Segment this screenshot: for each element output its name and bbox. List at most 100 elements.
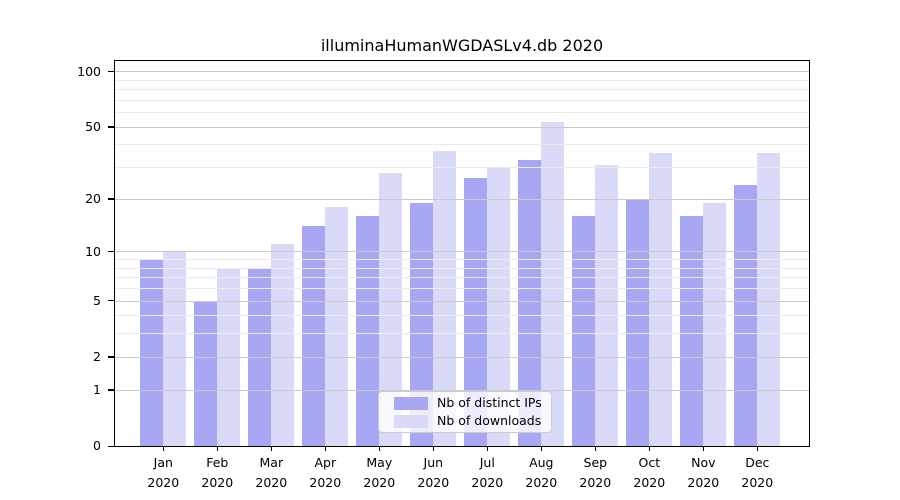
year-label: 2020 xyxy=(363,474,396,490)
month-label: Nov xyxy=(691,455,716,470)
legend-item-downloads: Nb of downloads xyxy=(394,414,551,428)
bar-downloads-jan xyxy=(163,251,186,446)
y-tick-label-5: 5 xyxy=(93,292,101,308)
year-label: 2020 xyxy=(741,474,774,490)
x-tick-mark-may xyxy=(378,446,380,451)
bar-ips-oct xyxy=(626,198,649,446)
bar-ips-may xyxy=(356,215,379,446)
y-tick-mark-5 xyxy=(108,300,115,302)
year-label: 2020 xyxy=(255,474,288,490)
gridline-minor-80 xyxy=(115,89,809,91)
month-label: Mar xyxy=(259,455,284,470)
month-label: Feb xyxy=(206,455,229,470)
bar-downloads-nov xyxy=(703,202,726,446)
gridline-major-5 xyxy=(115,300,809,302)
y-tick-label-0: 0 xyxy=(93,438,101,454)
bar-downloads-sep xyxy=(595,164,618,446)
year-label: 2020 xyxy=(579,474,612,490)
x-tick-mark-jul xyxy=(486,446,488,451)
bar-downloads-apr xyxy=(325,206,348,446)
year-label: 2020 xyxy=(309,474,342,490)
y-tick-label-20: 20 xyxy=(85,191,101,206)
gridline-major-10 xyxy=(115,251,809,253)
y-tick-label-1: 1 xyxy=(93,382,101,397)
x-tick-label-mar: Mar 2020 xyxy=(244,453,298,492)
gridline-minor-30 xyxy=(115,167,809,169)
plot-area xyxy=(114,60,810,447)
x-tick-label-jan: Jan 2020 xyxy=(136,453,190,492)
x-tick-label-feb: Feb 2020 xyxy=(190,453,244,492)
downloads-label: Nb of downloads xyxy=(437,413,542,428)
x-tick-label-dec: Dec 2020 xyxy=(730,453,784,492)
bar-downloads-jun xyxy=(433,150,456,446)
month-label: Oct xyxy=(638,455,661,470)
month-label: Apr xyxy=(314,455,337,470)
x-tick-mark-sep xyxy=(594,446,596,451)
bar-ips-feb xyxy=(194,300,217,446)
downloads-swatch xyxy=(394,414,428,428)
chart-title: illuminaHumanWGDASLv4.db 2020 xyxy=(320,36,604,55)
x-tick-mark-oct xyxy=(648,446,650,451)
month-label: Sep xyxy=(583,455,608,470)
gridline-minor-7 xyxy=(115,277,809,279)
x-tick-label-apr: Apr 2020 xyxy=(298,453,352,492)
x-tick-mark-jan xyxy=(162,446,164,451)
legend-item-distinct-ips: Nb of distinct IPs xyxy=(394,396,551,410)
gridline-major-100 xyxy=(115,71,809,73)
x-tick-mark-aug xyxy=(540,446,542,451)
distinct-ips-label: Nb of distinct IPs xyxy=(437,395,542,410)
gridline-major-2 xyxy=(115,356,809,358)
bar-downloads-dec xyxy=(757,152,780,446)
bar-downloads-aug xyxy=(541,122,564,446)
gridline-major-1 xyxy=(115,389,809,391)
y-tick-mark-100 xyxy=(108,70,115,73)
y-tick-mark-0 xyxy=(108,445,115,447)
month-label: Dec xyxy=(745,455,770,470)
bar-ips-apr xyxy=(302,226,325,446)
x-tick-label-nov: Nov 2020 xyxy=(676,453,730,492)
gridline-minor-70 xyxy=(115,99,809,101)
year-label: 2020 xyxy=(201,474,234,490)
y-tick-mark-10 xyxy=(108,250,115,253)
y-tick-label-2: 2 xyxy=(93,349,101,365)
x-tick-mark-feb xyxy=(216,446,218,451)
gridline-minor-90 xyxy=(115,79,809,81)
gridline-minor-60 xyxy=(115,112,809,114)
bar-ips-nov xyxy=(680,215,703,446)
bar-ips-sep xyxy=(572,215,595,446)
x-tick-mark-mar xyxy=(270,446,272,451)
y-tick-label-10: 10 xyxy=(85,243,101,259)
year-label: 2020 xyxy=(417,474,450,490)
x-tick-mark-jun xyxy=(432,446,434,451)
gridline-major-50 xyxy=(115,126,809,128)
bar-downloads-oct xyxy=(649,152,672,446)
x-tick-label-sep: Sep 2020 xyxy=(568,453,622,492)
year-label: 2020 xyxy=(687,474,720,490)
y-tick-label-100: 100 xyxy=(77,63,101,79)
x-tick-mark-nov xyxy=(702,446,704,451)
x-tick-label-may: May 2020 xyxy=(352,453,406,492)
bar-downloads-jul xyxy=(487,167,510,446)
bar-ips-jan xyxy=(140,259,163,446)
x-tick-label-jul: Jul 2020 xyxy=(460,453,514,492)
year-label: 2020 xyxy=(525,474,558,490)
bar-downloads-may xyxy=(379,172,402,446)
gridline-minor-3 xyxy=(115,333,809,335)
x-tick-mark-dec xyxy=(756,446,758,451)
bar-ips-jun xyxy=(410,202,433,446)
gridline-minor-40 xyxy=(115,144,809,146)
legend: Nb of distinct IPs Nb of downloads xyxy=(378,391,552,433)
gridline-major-20 xyxy=(115,198,809,200)
month-label: Jul xyxy=(479,455,495,470)
year-label: 2020 xyxy=(633,474,666,490)
gridline-minor-4 xyxy=(115,315,809,317)
y-tick-mark-50 xyxy=(108,126,115,128)
y-tick-mark-20 xyxy=(108,198,115,200)
bar-ips-jul xyxy=(464,178,487,446)
month-label: Jan xyxy=(153,455,173,470)
y-tick-mark-2 xyxy=(108,356,115,358)
gridline-minor-6 xyxy=(115,288,809,289)
gridline-minor-8 xyxy=(115,267,809,269)
bar-downloads-mar xyxy=(271,244,294,446)
